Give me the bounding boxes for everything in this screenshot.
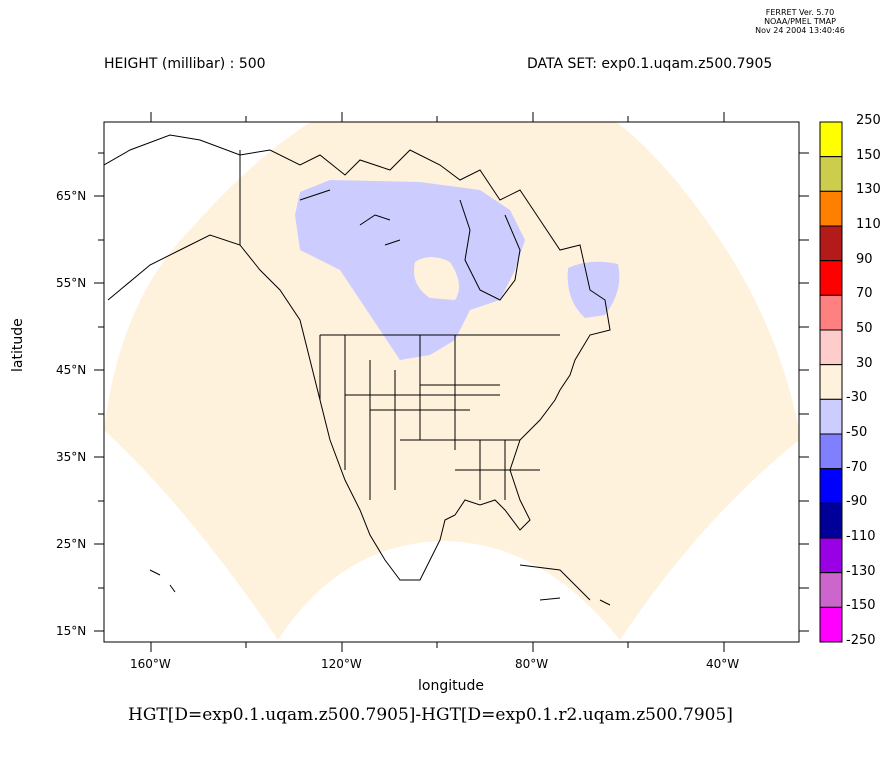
- colorbar-label: -90: [846, 494, 868, 510]
- colorbar-label: 150: [856, 147, 881, 163]
- plot-title: HGT[D=exp0.1.uqam.z500.7905]-HGT[D=exp0.…: [128, 705, 733, 725]
- colorbar-swatch: [819, 190, 843, 227]
- colorbar: [819, 121, 843, 643]
- ytick-label: 25°N: [56, 537, 87, 551]
- colorbar-label: 30: [856, 355, 873, 371]
- colorbar-label: 70: [856, 286, 873, 302]
- field-shading: [104, 122, 799, 640]
- plot-frame: [103, 121, 800, 643]
- ytick-label: 35°N: [56, 450, 87, 464]
- colorbar-swatch: [819, 572, 843, 608]
- colorbar-label: 110: [856, 217, 881, 232]
- ytick-label: 65°N: [56, 189, 87, 203]
- xtick-label: 160°W: [130, 657, 171, 671]
- colorbar-swatch: [819, 468, 843, 504]
- colorbar-label: 90: [856, 251, 873, 267]
- coastlines: [104, 134, 611, 606]
- xtick-label: 80°W: [515, 657, 549, 671]
- ytick-label: 45°N: [56, 363, 87, 377]
- colorbar-label: -130: [846, 563, 876, 579]
- xtick-label: 40°W: [706, 657, 740, 671]
- colorbar-swatch: [819, 433, 843, 470]
- negative-anomaly-region: [295, 180, 525, 360]
- header-dataset: DATA SET: exp0.1.uqam.z500.7905: [527, 56, 773, 72]
- ferret-stamp: FERRET Ver. 5.70 NOAA/PMEL TMAP Nov 24 2…: [752, 8, 848, 35]
- colorbar-swatch: [819, 294, 843, 331]
- colorbar-label: -30: [846, 390, 868, 406]
- stamp-org: NOAA/PMEL TMAP: [764, 17, 836, 26]
- stamp-version: FERRET Ver. 5.70: [765, 8, 835, 17]
- colorbar-label: -70: [846, 459, 868, 475]
- axis-ticks: [94, 112, 809, 652]
- y-axis-label: latitude: [10, 318, 26, 372]
- colorbar-label: -50: [846, 425, 868, 440]
- colorbar-swatch: [819, 156, 843, 192]
- colorbar-swatch: [819, 225, 843, 262]
- colorbar-swatch: [819, 398, 843, 435]
- colorbar-swatch: [819, 364, 843, 400]
- colorbar-swatch: [819, 606, 843, 643]
- x-axis-label: longitude: [418, 678, 484, 694]
- colorbar-label: 50: [856, 321, 873, 336]
- colorbar-swatch: [819, 329, 843, 366]
- colorbar-label: -110: [846, 529, 876, 544]
- ytick-label: 15°N: [56, 624, 87, 638]
- header-variable: HEIGHT (millibar) : 500: [104, 56, 266, 72]
- stamp-date: Nov 24 2004 13:40:46: [755, 26, 845, 35]
- colorbar-swatch: [819, 121, 843, 158]
- xtick-label: 120°W: [321, 657, 362, 671]
- negative-anomaly-region-labrador: [567, 261, 620, 318]
- colorbar-swatch: [819, 260, 843, 296]
- colorbar-label: 250: [856, 113, 881, 128]
- ytick-label: 55°N: [56, 276, 87, 290]
- colorbar-swatch: [819, 502, 843, 539]
- colorbar-label: -250: [846, 633, 876, 648]
- colorbar-swatch: [819, 537, 843, 574]
- colorbar-label: 130: [856, 182, 881, 198]
- colorbar-label: -150: [846, 598, 876, 614]
